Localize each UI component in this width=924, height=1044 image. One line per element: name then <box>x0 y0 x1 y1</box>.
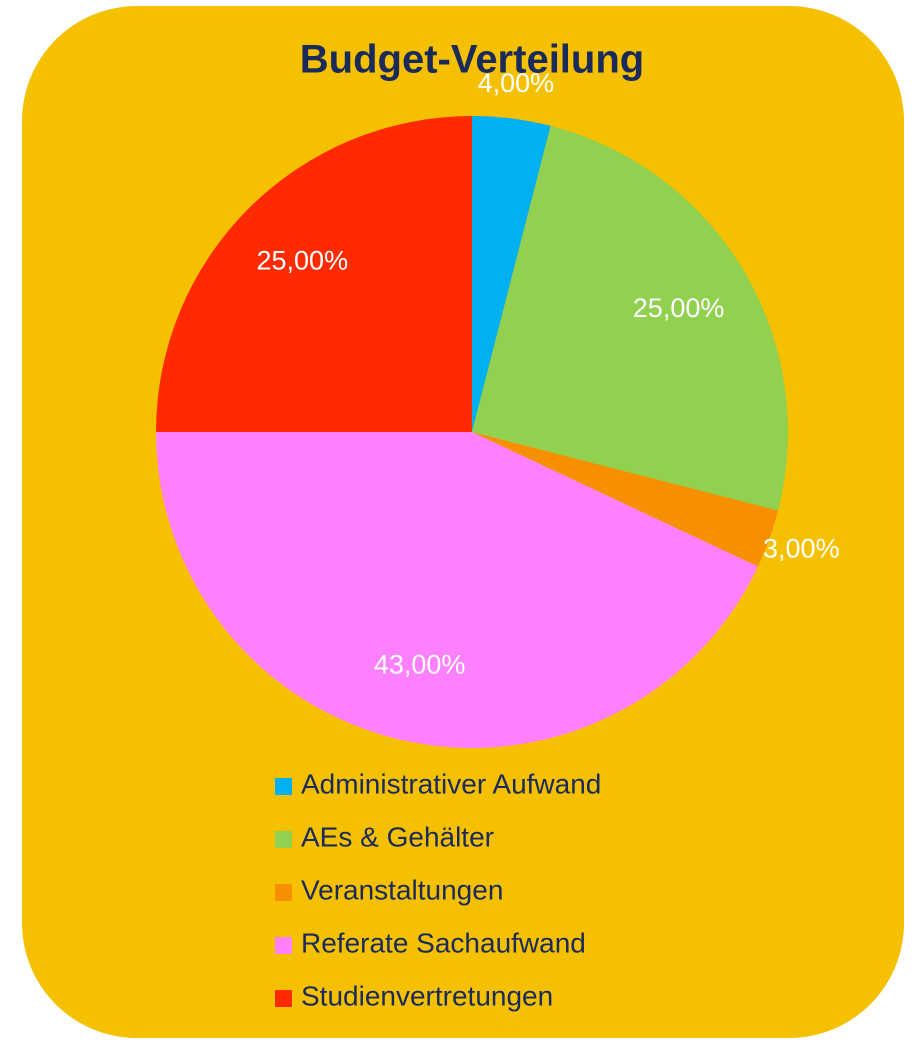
legend-label: Referate Sachaufwand <box>301 927 586 958</box>
legend-label: Studienvertretungen <box>301 980 553 1011</box>
legend-swatch <box>275 937 292 954</box>
legend-label: AEs & Gehälter <box>301 821 494 852</box>
pie-slice <box>156 116 472 432</box>
legend-swatch <box>275 884 292 901</box>
pie-slice <box>156 432 758 749</box>
pie-slice <box>472 125 788 511</box>
value-label: 4,00% <box>478 68 555 98</box>
pie-slice <box>472 432 779 567</box>
value-label: 43,00% <box>374 649 466 679</box>
legend-label: Veranstaltungen <box>301 874 503 905</box>
value-label: 25,00% <box>257 245 349 275</box>
legend-swatch <box>275 990 292 1007</box>
legend-swatch <box>275 778 292 795</box>
pie-slice <box>472 116 551 432</box>
legend-label: Administrativer Aufwand <box>301 768 601 799</box>
value-label: 3,00% <box>763 534 840 564</box>
chart-title: Budget-Verteilung <box>300 38 644 82</box>
value-labels: 4,00% 25,00% 3,00% 43,00% 25,00% <box>257 68 840 679</box>
value-label: 25,00% <box>633 293 725 323</box>
pie <box>156 116 788 749</box>
legend: Administrativer Aufwand AEs & Gehälter Ver… <box>275 768 601 1011</box>
legend-swatch <box>275 831 292 848</box>
